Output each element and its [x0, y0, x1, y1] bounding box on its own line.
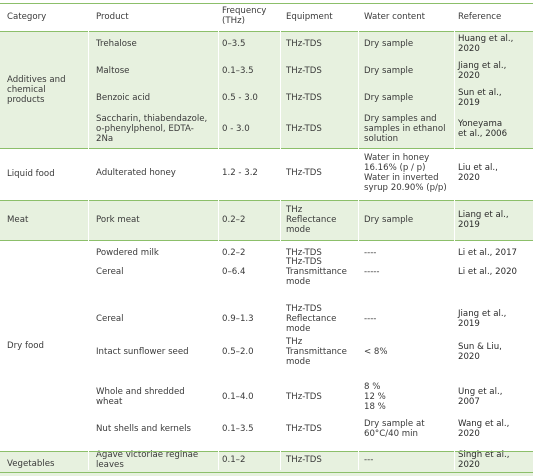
product-cell: Nut shells and kernels — [96, 424, 192, 434]
table-rule — [0, 148, 533, 149]
reference-cell: Yoneyama et al., 2006 — [458, 119, 508, 139]
column-separator — [358, 4, 359, 470]
table-rule — [0, 31, 533, 32]
frequency-cell: 1.2 - 3.2 — [222, 168, 258, 178]
reference-cell: Singh et al., 2020 — [458, 450, 510, 470]
product-cell: Intact sunflower seed — [96, 347, 189, 357]
column-separator — [218, 4, 219, 470]
category-cell: Additives and chemical products — [7, 75, 66, 105]
header-reference: Reference — [458, 12, 502, 22]
equipment-cell: THz-TDS — [286, 392, 322, 402]
frequency-cell: 0.2–2 — [222, 215, 246, 225]
water-content-cell: < 8% — [364, 347, 388, 357]
frequency-cell: 0.2–2 — [222, 248, 246, 258]
water-content-cell: Water in honey 16.16% (p / p) Water in i… — [364, 153, 447, 193]
column-separator — [454, 4, 455, 470]
frequency-cell: 0.1–4.0 — [222, 392, 254, 402]
reference-cell: Sun et al., 2019 — [458, 88, 502, 108]
reference-cell: Liang et al., 2019 — [458, 210, 509, 230]
category-cell: Vegetables — [7, 459, 55, 469]
frequency-cell: 0.1–3.5 — [222, 66, 254, 76]
reference-cell: Wang et al., 2020 — [458, 419, 510, 439]
frequency-cell: 0.5–2.0 — [222, 347, 254, 357]
water-content-cell: Dry samples and samples in ethanol solut… — [364, 114, 446, 144]
frequency-cell: 0 - 3.0 — [222, 124, 250, 134]
reference-cell: Sun & Liu, 2020 — [458, 342, 502, 362]
equipment-cell: THz-TDS Transmittance mode — [286, 257, 347, 287]
equipment-cell: THz Reflectance mode — [286, 205, 337, 235]
table-rule — [0, 200, 533, 201]
product-cell: Adulterated honey — [96, 168, 176, 178]
equipment-cell: THz-TDS — [286, 168, 322, 178]
water-content-cell: Dry sample — [364, 215, 414, 225]
equipment-cell: THz Transmittance mode — [286, 337, 347, 367]
frequency-cell: 0–6.4 — [222, 267, 246, 277]
water-content-cell: Dry sample — [364, 39, 414, 49]
water-content-cell: Dry sample — [364, 93, 414, 103]
table-rule — [0, 240, 533, 241]
product-cell: Trehalose — [96, 39, 137, 49]
header-water-content: Water content — [364, 12, 426, 22]
equipment-cell: THz-TDS — [286, 248, 322, 258]
header-product: Product — [96, 12, 129, 22]
reference-cell: Ung et al., 2007 — [458, 387, 503, 407]
water-content-cell: --- — [364, 455, 374, 465]
product-cell: Cereal — [96, 314, 124, 324]
table-rule — [0, 451, 533, 452]
frequency-cell: 0.5 - 3.0 — [222, 93, 258, 103]
reference-cell: Li et al., 2020 — [458, 267, 518, 277]
header-equipment: Equipment — [286, 12, 333, 22]
product-cell: Agave victoriae reginae leaves — [96, 450, 199, 470]
product-cell: Benzoic acid — [96, 93, 151, 103]
equipment-cell: THz-TDS Reflectance mode — [286, 304, 337, 334]
water-content-cell: 8 % 12 % 18 % — [364, 382, 386, 412]
reference-cell: Li et al., 2017 — [458, 248, 518, 258]
product-cell: Whole and shredded wheat — [96, 387, 185, 407]
category-cell: Liquid food — [7, 169, 55, 179]
header-category: Category — [7, 12, 47, 22]
equipment-cell: THz-TDS — [286, 124, 322, 134]
category-cell: Meat — [7, 215, 29, 225]
water-content-cell: Dry sample at 60°C/40 min — [364, 419, 425, 439]
water-content-cell: ---- — [364, 248, 377, 258]
frequency-cell: 0.1–3.5 — [222, 424, 254, 434]
frequency-cell: 0.1–2 — [222, 455, 246, 465]
equipment-cell: THz-TDS — [286, 424, 322, 434]
product-cell: Pork meat — [96, 215, 140, 225]
product-cell: Maltose — [96, 66, 130, 76]
equipment-cell: THz-TDS — [286, 455, 322, 465]
frequency-cell: 0.9–1.3 — [222, 314, 254, 324]
equipment-cell: THz-TDS — [286, 66, 322, 76]
product-cell: Powdered milk — [96, 248, 159, 258]
reference-cell: Jiang et al., 2020 — [458, 61, 507, 81]
water-content-cell: ---- — [364, 314, 377, 324]
reference-cell: Jiang et al., 2019 — [458, 309, 507, 329]
water-content-cell: ----- — [364, 267, 380, 277]
reference-cell: Liu et al., 2020 — [458, 163, 498, 183]
column-separator — [280, 4, 281, 470]
table-rule — [0, 3, 533, 4]
product-cell: Saccharin, thiabendazole, o-phenylphenol… — [96, 114, 208, 144]
frequency-cell: 0–3.5 — [222, 39, 246, 49]
product-cell: Cereal — [96, 267, 124, 277]
equipment-cell: THz-TDS — [286, 39, 322, 49]
category-cell: Dry food — [7, 341, 44, 351]
table-rule — [0, 472, 533, 473]
reference-cell: Huang et al., 2020 — [458, 34, 514, 54]
water-content-cell: Dry sample — [364, 66, 414, 76]
header-frequency: Frequency (THz) — [222, 6, 267, 26]
column-separator — [88, 4, 89, 470]
equipment-cell: THz-TDS — [286, 93, 322, 103]
